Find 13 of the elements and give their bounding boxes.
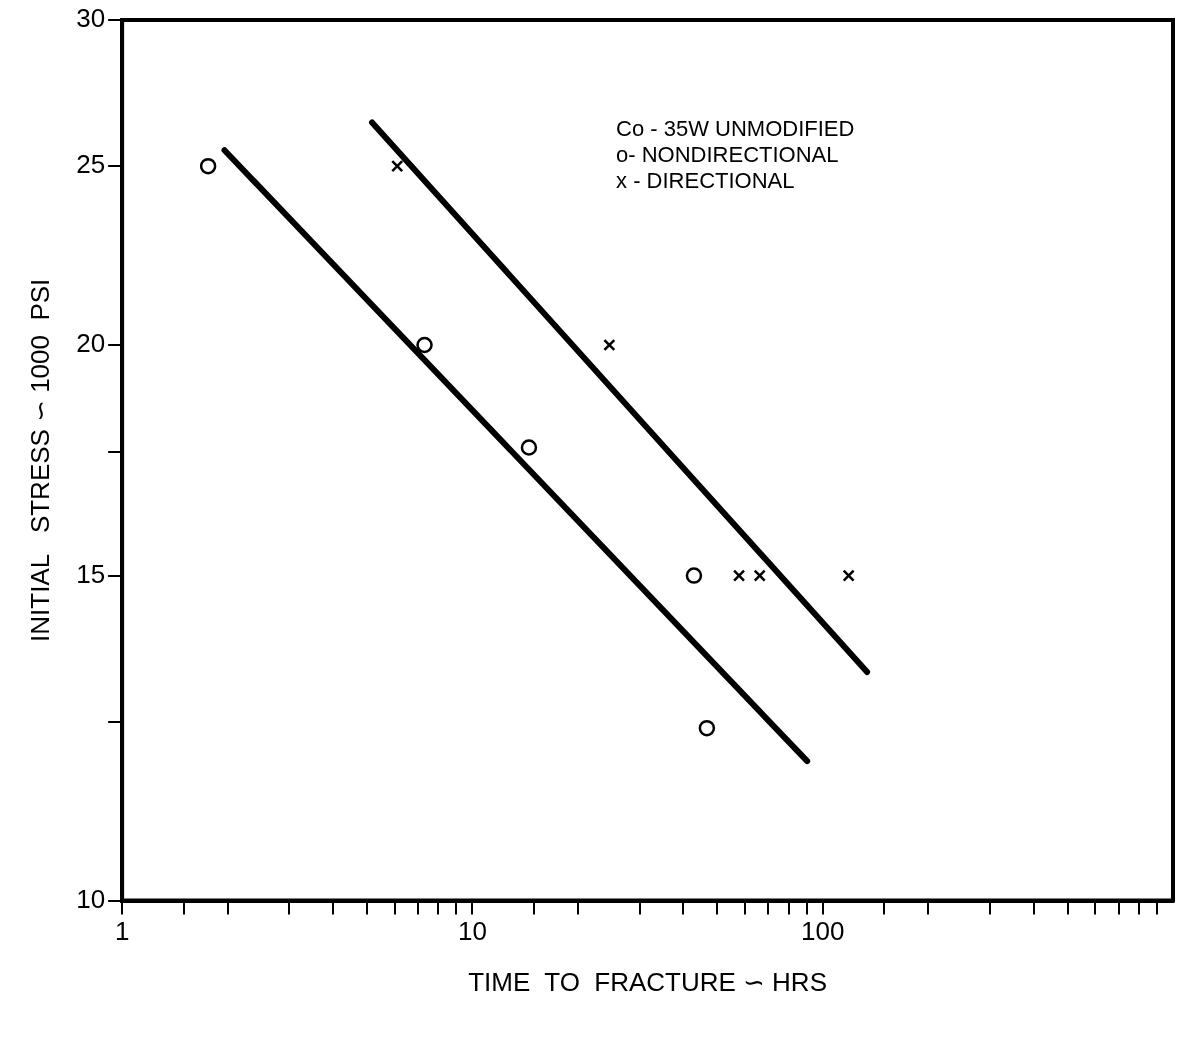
annotation: o- NONDIRECTIONAL xyxy=(616,142,839,168)
annotation: x - DIRECTIONAL xyxy=(616,168,795,194)
y-tick-label: 25 xyxy=(76,149,106,180)
y-axis-title: INITIAL STRESS ∽ 1000 PSI xyxy=(24,278,55,642)
y-tick-label: 10 xyxy=(76,883,106,914)
x-tick-label: 100 xyxy=(801,916,845,947)
annotation: Co - 35W UNMODIFIED xyxy=(616,116,855,142)
y-tick-label: 30 xyxy=(76,3,106,34)
y-tick-label: 20 xyxy=(76,328,106,359)
y-tick-label: 15 xyxy=(76,558,106,589)
x-tick-label: 1 xyxy=(114,916,130,947)
x-tick-label: 10 xyxy=(457,916,487,947)
x-axis-title: TIME TO FRACTURE ∽ HRS xyxy=(468,966,827,997)
